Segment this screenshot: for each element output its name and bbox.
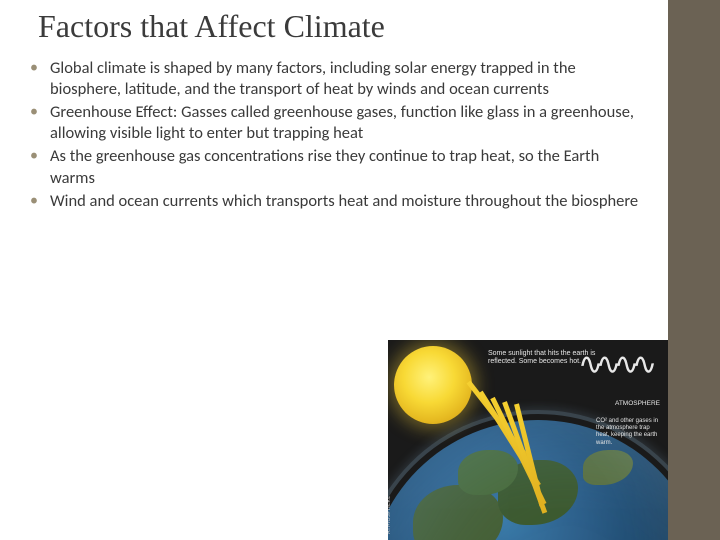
- figure-caption-right: CO² and other gases in the atmosphere tr…: [596, 418, 660, 447]
- figure-side-label: ATMOSPHERE: [388, 495, 392, 534]
- figure-caption-top: Some sunlight that hits the earth is ref…: [488, 350, 598, 367]
- bullet-item: Wind and ocean currents which transports…: [22, 191, 642, 212]
- figure-label-atmosphere: ATMOSPHERE: [602, 400, 660, 408]
- bullet-list: Global climate is shaped by many factors…: [22, 58, 642, 214]
- sidebar-accent: [668, 0, 720, 540]
- bullet-item: As the greenhouse gas concentrations ris…: [22, 146, 642, 188]
- heatwave-icon: ∿: [632, 346, 655, 383]
- slide-title: Factors that Affect Climate: [38, 8, 385, 45]
- bullet-item: Greenhouse Effect: Gasses called greenho…: [22, 102, 642, 144]
- sun-icon: [394, 346, 472, 424]
- bullet-item: Global climate is shaped by many factors…: [22, 58, 642, 100]
- greenhouse-figure: ∿ ∿ ∿ ∿ Some sunlight that hits the eart…: [388, 340, 668, 540]
